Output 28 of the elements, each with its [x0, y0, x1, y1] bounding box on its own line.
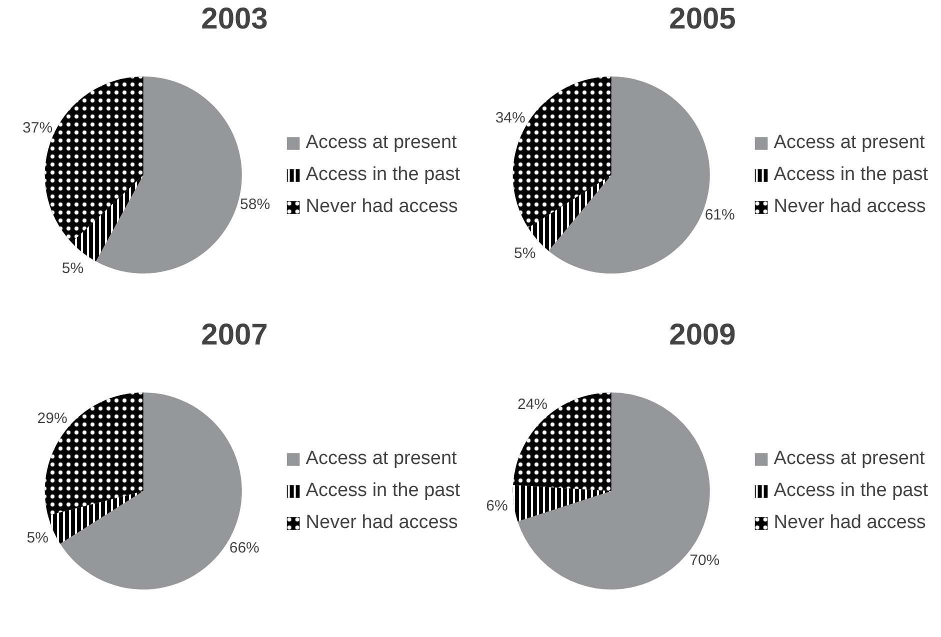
chart-title: 2007 — [201, 318, 268, 352]
chart-title: 2009 — [669, 318, 736, 352]
chart-title: 2003 — [201, 2, 268, 36]
data-label: 5% — [26, 530, 48, 547]
legend-label: Access in the past — [774, 480, 928, 502]
data-label: 5% — [514, 244, 536, 262]
data-label: 29% — [37, 410, 68, 427]
data-label: 61% — [704, 206, 735, 224]
legend-label: Access at present — [774, 132, 925, 154]
legend-label: Never had access — [774, 196, 926, 218]
legend-label: Access in the past — [306, 480, 460, 502]
chart-title: 2005 — [669, 2, 736, 36]
data-label: 5% — [62, 260, 84, 278]
legend-label: Never had access — [774, 512, 926, 534]
legend-label: Never had access — [306, 196, 458, 218]
data-label: 66% — [229, 540, 260, 557]
legend-label: Access in the past — [306, 164, 460, 186]
data-label: 70% — [690, 552, 720, 570]
data-label: 6% — [486, 497, 508, 514]
legend-label: Access at present — [306, 132, 457, 154]
legend-label: Access at present — [774, 448, 925, 470]
data-label: 58% — [240, 196, 270, 213]
legend-label: Never had access — [306, 512, 458, 534]
legend-label: Access at present — [306, 448, 457, 470]
legend-label: Access in the past — [774, 164, 928, 186]
data-label: 37% — [22, 119, 53, 136]
data-label: 34% — [495, 109, 526, 126]
data-label: 24% — [517, 396, 548, 414]
